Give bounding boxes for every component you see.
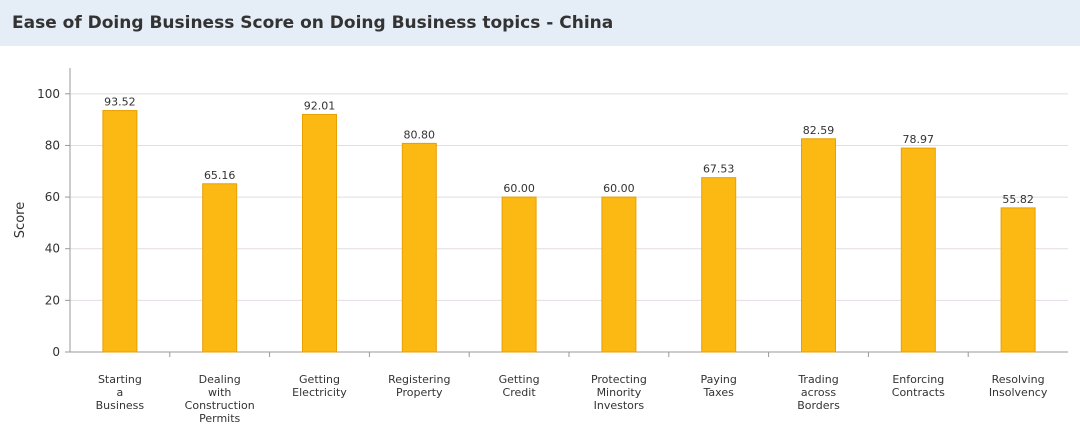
x-tick-label: Protecting Minority Investors xyxy=(591,373,647,412)
bar[interactable] xyxy=(900,147,936,353)
x-tick-label: Getting Credit xyxy=(499,373,540,399)
bar[interactable] xyxy=(102,110,138,353)
value-label: 93.52 xyxy=(104,96,136,109)
chart-header: Ease of Doing Business Score on Doing Bu… xyxy=(0,0,1080,46)
x-tick-label: Registering Property xyxy=(388,373,450,399)
value-labels: 93.52 65.16 92.01 80.80 60.00 60.00 67.53 82.59… xyxy=(104,96,1034,206)
value-label: 82.59 xyxy=(803,124,835,137)
y-axis-ticks: 0 20 40 60 80 100 xyxy=(37,87,70,359)
x-tick-label: Paying Taxes xyxy=(700,373,736,399)
x-tick-label: Getting Electricity xyxy=(292,373,347,399)
y-tick-label: 100 xyxy=(37,87,60,101)
bar[interactable] xyxy=(1000,207,1036,353)
y-tick-label: 60 xyxy=(45,190,60,204)
value-label: 78.97 xyxy=(903,133,935,146)
value-label: 60.00 xyxy=(503,182,535,195)
bar[interactable] xyxy=(302,113,337,353)
bar[interactable] xyxy=(601,196,637,353)
value-label: 80.80 xyxy=(404,128,436,141)
value-label: 67.53 xyxy=(703,163,735,176)
x-tick-label: Trading across Borders xyxy=(797,373,840,412)
bar-chart: 0 20 40 60 80 100 93.52 65.16 92.01 80.80 60.00 60… xyxy=(13,68,1068,425)
bar[interactable] xyxy=(202,183,238,353)
x-tick-label: Resolving Insolvency xyxy=(989,373,1048,399)
bars xyxy=(102,110,1036,353)
x-axis-ticks: Starting a Business Dealing with Construction… xyxy=(96,352,1048,425)
x-tick-label: Starting a Business xyxy=(96,373,145,412)
x-tick-label: Enforcing Contracts xyxy=(892,373,945,399)
bar[interactable] xyxy=(401,142,437,353)
value-label: 92.01 xyxy=(304,99,336,112)
value-label: 55.82 xyxy=(1002,193,1034,206)
x-tick-label: Dealing with Construction Permits xyxy=(185,373,255,425)
chart-title: Ease of Doing Business Score on Doing Bu… xyxy=(12,13,614,33)
y-tick-label: 40 xyxy=(45,242,60,256)
y-tick-label: 80 xyxy=(45,138,60,152)
y-tick-label: 20 xyxy=(45,293,60,307)
bar[interactable] xyxy=(501,196,537,353)
y-axis-label: Score xyxy=(13,202,28,238)
value-label: 60.00 xyxy=(603,182,635,195)
y-tick-label: 0 xyxy=(52,345,60,359)
bar[interactable] xyxy=(801,138,836,353)
value-label: 65.16 xyxy=(204,169,236,182)
bar[interactable] xyxy=(701,177,737,353)
